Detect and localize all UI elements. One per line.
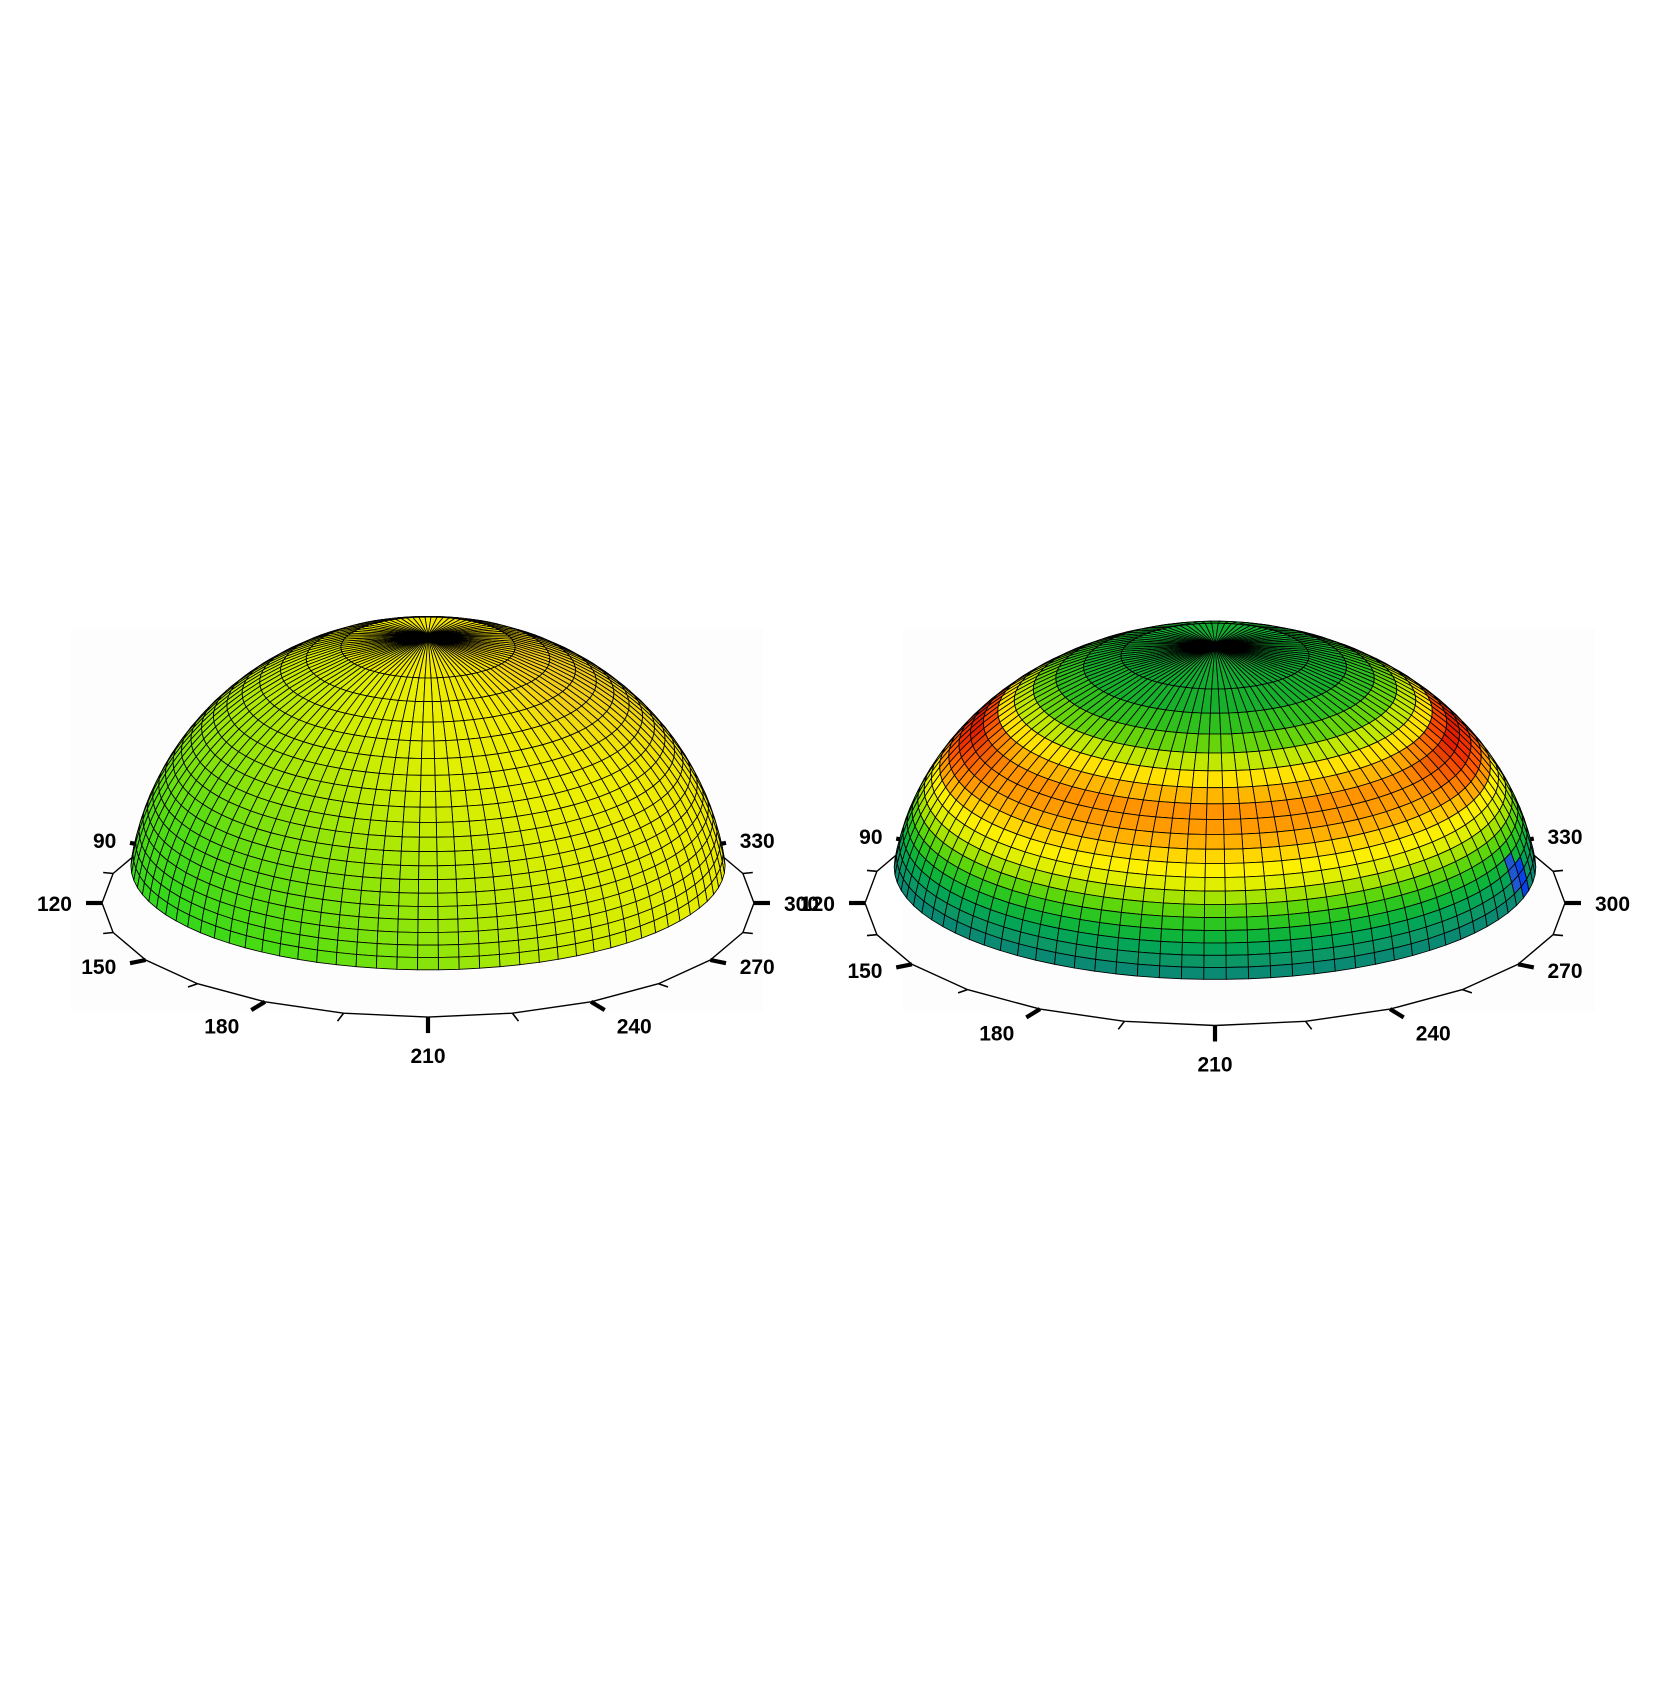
- major-tick: [589, 1000, 606, 1012]
- major-tick: [1388, 1007, 1405, 1020]
- major-tick: [250, 1000, 267, 1012]
- minor-tick: [187, 982, 198, 988]
- minor-tick: [866, 933, 877, 937]
- major-tick: [1517, 962, 1535, 970]
- azimuth-label-150: 150: [81, 956, 116, 979]
- azimuth-major-ticks: [86, 840, 770, 1034]
- major-tick: [895, 962, 913, 970]
- azimuth-label-240: 240: [617, 1015, 652, 1038]
- azimuth-label-90: 90: [859, 826, 882, 849]
- azimuth-label-270: 270: [1548, 960, 1583, 983]
- left-dome-chart: 90 120 150 180 210 240 270 300 330: [37, 615, 819, 1068]
- minor-tick: [1553, 869, 1564, 873]
- azimuth-label-210: 210: [410, 1045, 445, 1068]
- minor-tick: [103, 871, 114, 875]
- minor-tick: [1553, 933, 1564, 937]
- surface-mesh: [130, 615, 726, 971]
- minor-tick: [103, 931, 114, 935]
- azimuth-tick-labels: 90 120 150 180 210 240 270 300 330: [37, 830, 819, 1068]
- minor-tick: [1462, 988, 1473, 994]
- major-tick: [709, 957, 727, 966]
- azimuth-label-330: 330: [1548, 826, 1583, 849]
- minor-tick: [866, 869, 877, 873]
- minor-tick: [658, 982, 669, 988]
- minor-tick: [957, 988, 968, 994]
- surface-mesh: [893, 620, 1537, 980]
- azimuth-tick-labels: 90 120 150 180 210 240 270 300 330: [800, 826, 1630, 1077]
- azimuth-label-300: 300: [784, 893, 819, 916]
- minor-tick: [742, 871, 753, 875]
- azimuth-label-330: 330: [740, 830, 775, 853]
- azimuth-label-240: 240: [1416, 1023, 1451, 1046]
- azimuth-label-300: 300: [1595, 893, 1630, 916]
- major-tick: [1025, 1007, 1042, 1020]
- azimuth-label-120: 120: [800, 893, 835, 916]
- major-tick: [129, 957, 147, 966]
- minor-tick: [742, 931, 753, 935]
- azimuth-label-120: 120: [37, 893, 72, 916]
- minor-tick: [336, 1012, 345, 1022]
- azimuth-label-270: 270: [740, 956, 775, 979]
- azimuth-label-150: 150: [847, 960, 882, 983]
- azimuth-label-210: 210: [1197, 1054, 1232, 1077]
- minor-tick: [511, 1012, 520, 1022]
- minor-tick: [1304, 1020, 1313, 1030]
- right-dome-chart: 90 120 150 180 210 240 270 300 330: [800, 620, 1630, 1077]
- azimuth-label-90: 90: [93, 830, 116, 853]
- azimuth-label-180: 180: [979, 1023, 1014, 1046]
- azimuth-label-180: 180: [204, 1015, 239, 1038]
- minor-tick: [1117, 1020, 1126, 1030]
